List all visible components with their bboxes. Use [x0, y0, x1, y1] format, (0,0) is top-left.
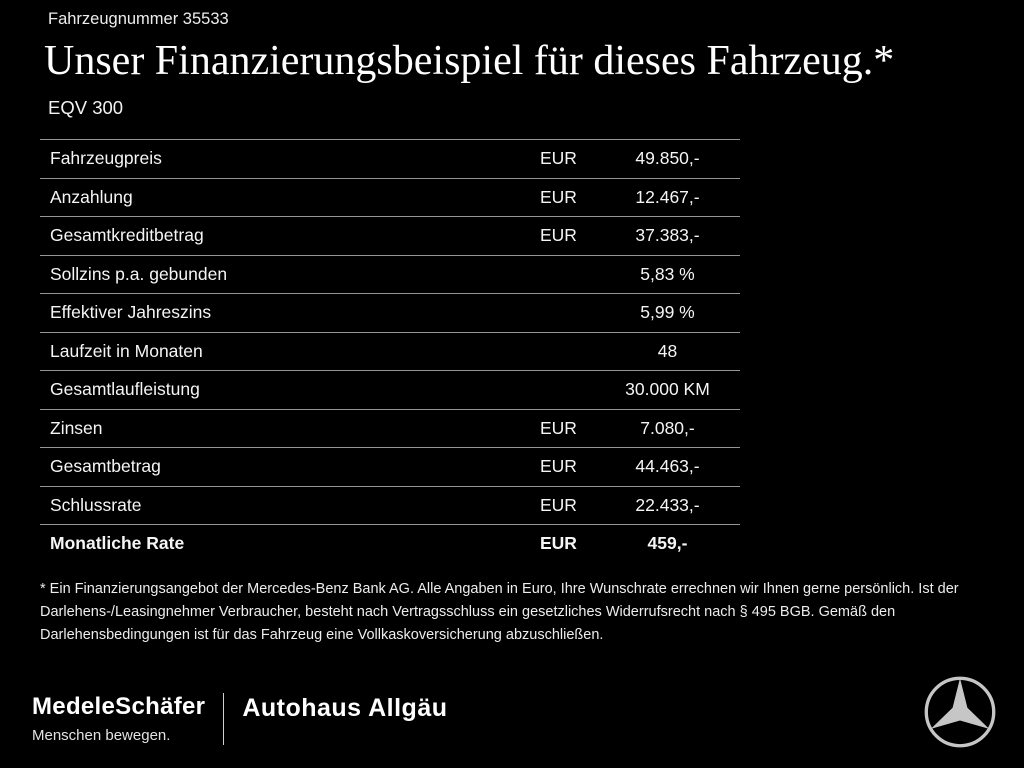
- row-label: Fahrzeugpreis: [50, 148, 162, 169]
- table-row: Sollzins p.a. gebunden 5,83 %: [40, 254, 740, 294]
- table-row: Effektiver Jahreszins 5,99 %: [40, 293, 740, 332]
- row-currency: EUR: [540, 456, 577, 477]
- financing-table: Fahrzeugpreis EUR 49.850,- Anzahlung EUR…: [40, 139, 740, 563]
- row-currency: EUR: [540, 148, 577, 169]
- row-value: 12.467,-: [635, 186, 700, 207]
- row-value: 5,99 %: [640, 302, 695, 323]
- vehicle-number: Fahrzeugnummer 35533: [48, 10, 229, 28]
- row-currency: EUR: [540, 494, 577, 515]
- dealer-logo-autohaus-allgaeu: Autohaus Allgäu: [242, 694, 448, 722]
- table-row: Laufzeit in Monaten 48: [40, 331, 740, 371]
- row-value: 5,83 %: [640, 263, 695, 284]
- row-currency: EUR: [540, 533, 577, 554]
- row-currency: EUR: [540, 225, 577, 246]
- table-row: Fahrzeugpreis EUR 49.850,-: [40, 139, 740, 178]
- row-value: 44.463,-: [635, 456, 700, 477]
- row-value: 22.433,-: [635, 494, 700, 515]
- row-label: Monatliche Rate: [50, 533, 185, 554]
- row-value: 7.080,-: [640, 417, 695, 438]
- dealer-name: MedeleSchäfer: [32, 693, 206, 720]
- row-label: Gesamtkreditbetrag: [50, 225, 204, 246]
- table-row: Gesamtbetrag EUR 44.463,-: [40, 447, 740, 486]
- row-label: Zinsen: [50, 417, 103, 438]
- row-value: 37.383,-: [635, 225, 700, 246]
- page-title: Unser Finanzierungsbeispiel für dieses F…: [44, 38, 895, 84]
- row-currency: EUR: [540, 186, 577, 207]
- row-label: Effektiver Jahreszins: [50, 302, 212, 323]
- table-row: Anzahlung EUR 12.467,-: [40, 177, 740, 217]
- dealer-tagline: Menschen bewegen.: [32, 727, 171, 744]
- row-label: Gesamtbetrag: [50, 456, 161, 477]
- row-label: Schlussrate: [50, 494, 142, 515]
- row-value: 30.000 KM: [625, 379, 710, 400]
- table-row: Zinsen EUR 7.080,-: [40, 408, 740, 448]
- row-currency: EUR: [540, 417, 577, 438]
- row-value: 49.850,-: [635, 148, 700, 169]
- row-value: 459,-: [647, 533, 688, 554]
- footer-divider: [223, 693, 225, 745]
- row-label: Anzahlung: [50, 186, 133, 207]
- row-value: 48: [657, 340, 678, 361]
- legal-footnote: * Ein Finanzierungsangebot der Mercedes-…: [40, 581, 959, 643]
- row-label: Gesamtlaufleistung: [50, 379, 200, 400]
- table-row: Gesamtlaufleistung 30.000 KM: [40, 370, 740, 409]
- dealer-footer: MedeleSchäfer Menschen bewegen. Autohaus…: [32, 693, 448, 745]
- table-row: Gesamtkreditbetrag EUR 37.383,-: [40, 216, 740, 255]
- table-row: Schlussrate EUR 22.433,-: [40, 485, 740, 525]
- mercedes-star-icon: [922, 674, 998, 750]
- vehicle-model: EQV 300: [48, 97, 124, 118]
- table-row-monthly-rate: Monatliche Rate EUR 459,-: [40, 524, 740, 563]
- row-label: Laufzeit in Monaten: [50, 340, 203, 361]
- row-label: Sollzins p.a. gebunden: [50, 263, 228, 284]
- dealer-logo-medele-schaefer: MedeleSchäfer Menschen bewegen.: [32, 693, 205, 744]
